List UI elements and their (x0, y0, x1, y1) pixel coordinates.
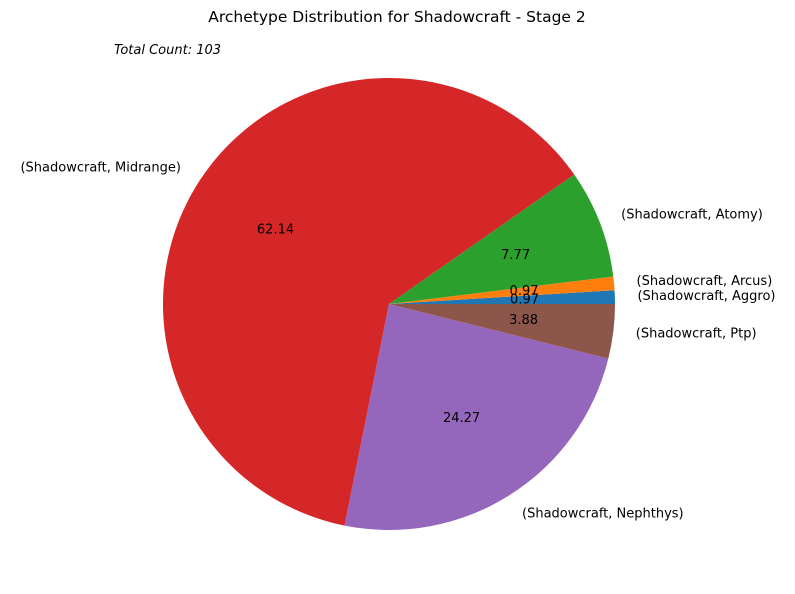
pie-slice (389, 304, 615, 359)
pie-slice (389, 290, 615, 304)
slice-label: (Shadowcraft, Aggro) (637, 289, 775, 304)
pie-slice (344, 304, 609, 530)
slice-value-label: 62.14 (257, 222, 294, 237)
pie-slices (162, 77, 615, 530)
chart-title: Archetype Distribution for Shadowcraft -… (208, 8, 586, 26)
slice-value-label: 0.97 (510, 284, 539, 299)
pie-labels: (Shadowcraft, Aggro) 0.97 (Shadowcraft, Ar… (20, 160, 775, 521)
chart-annotation: Total Count: 103 (114, 43, 221, 58)
slice-value-label: 24.27 (443, 411, 480, 426)
slice-label: (Shadowcraft, Ptp) (636, 327, 757, 342)
slice-value-label: 3.88 (509, 313, 538, 328)
slice-label: (Shadowcraft, Midrange) (20, 160, 181, 175)
pie-slice (162, 77, 575, 526)
slice-label: (Shadowcraft, Atomy) (621, 208, 763, 223)
pie-slice (389, 276, 615, 304)
slice-value-label: 7.77 (501, 248, 530, 263)
slice-value-label: 0.97 (510, 292, 539, 307)
pie-slice (389, 174, 614, 304)
slice-label: (Shadowcraft, Arcus) (637, 274, 773, 289)
slice-label: (Shadowcraft, Nephthys) (522, 507, 684, 522)
